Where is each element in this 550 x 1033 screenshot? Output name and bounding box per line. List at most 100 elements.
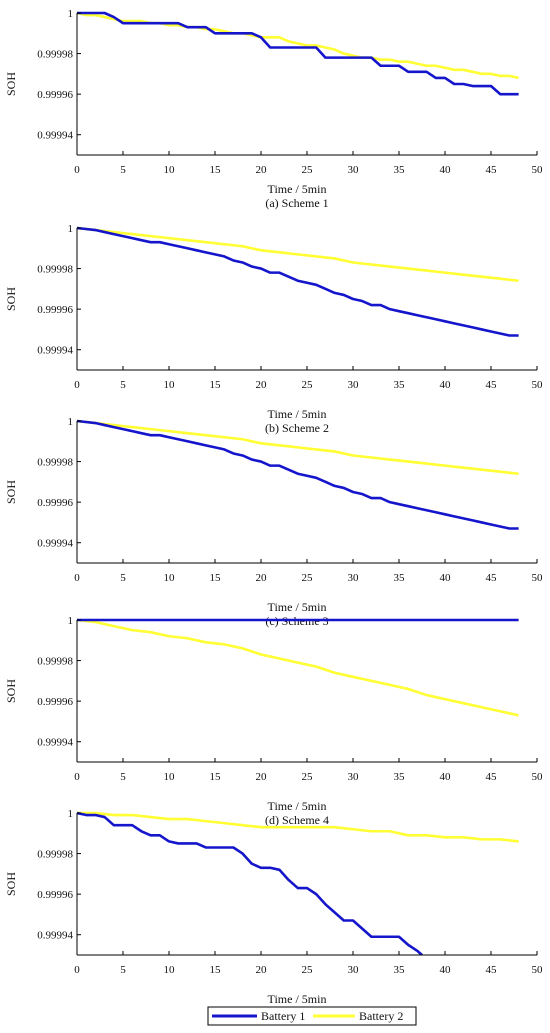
y-tick-label: 1: [68, 416, 74, 428]
x-tick-label: 20: [256, 771, 268, 783]
x-tick-label: 15: [210, 964, 222, 976]
x-tick-label: 10: [164, 379, 176, 391]
x-axis-label: Time / 5min: [268, 407, 327, 421]
x-tick-label: 40: [440, 771, 452, 783]
y-tick-label: 1: [68, 615, 74, 627]
y-tick-label: 1: [68, 808, 74, 820]
x-tick-label: 15: [210, 164, 222, 176]
x-tick-label: 0: [74, 964, 80, 976]
x-tick-label: 10: [164, 964, 176, 976]
x-tick-label: 0: [74, 572, 80, 584]
y-tick-label: 0.99996: [37, 304, 73, 316]
y-tick-label: 1: [68, 223, 74, 235]
series-line-battery-2: [77, 811, 519, 843]
x-tick-label: 45: [486, 164, 498, 176]
panel-caption: (b) Scheme 2: [265, 421, 329, 435]
y-tick-label: 0.99998: [37, 849, 73, 861]
x-tick-label: 45: [486, 572, 498, 584]
y-tick-label: 0.99994: [37, 737, 73, 749]
x-axis-label: Time / 5min: [268, 600, 327, 614]
x-tick-label: 5: [120, 379, 126, 391]
y-tick-label: 0.99994: [37, 345, 73, 357]
y-tick-label: 0.99994: [37, 930, 73, 942]
y-axis-label: SOH: [4, 679, 18, 703]
x-tick-label: 0: [74, 379, 80, 391]
x-tick-label: 10: [164, 572, 176, 584]
x-tick-label: 25: [302, 572, 314, 584]
y-tick-label: 0.99998: [37, 49, 73, 61]
x-tick-label: 45: [486, 964, 498, 976]
x-tick-label: 25: [302, 379, 314, 391]
x-tick-label: 40: [440, 572, 452, 584]
x-tick-label: 35: [394, 771, 406, 783]
x-tick-label: 30: [348, 771, 360, 783]
series-line-battery-1: [77, 419, 519, 530]
y-tick-label: 0.99998: [37, 457, 73, 469]
x-tick-label: 30: [348, 164, 360, 176]
chart-panel-5: 0 5 10 15 20 25 30 35 40 45 50 1 0.99998 0.99996 0.999…: [4, 808, 543, 1020]
x-tick-label: 45: [486, 771, 498, 783]
x-tick-label: 50: [532, 379, 544, 391]
x-tick-label: 40: [440, 964, 452, 976]
x-tick-label: 35: [394, 964, 406, 976]
x-tick-label: 35: [394, 379, 406, 391]
y-axis-label: SOH: [4, 872, 18, 896]
x-tick-label: 45: [486, 379, 498, 391]
y-axis-label: SOH: [4, 72, 18, 96]
x-tick-label: 10: [164, 164, 176, 176]
y-tick-label: 0.99998: [37, 264, 73, 276]
x-tick-label: 10: [164, 771, 176, 783]
series-line-battery-2: [77, 419, 519, 476]
x-tick-label: 20: [256, 964, 268, 976]
series-line-battery-2: [77, 618, 519, 717]
y-axis-label: SOH: [4, 480, 18, 504]
x-tick-label: 0: [74, 771, 80, 783]
y-tick-label: 0.99994: [37, 538, 73, 550]
x-tick-label: 50: [532, 964, 544, 976]
series-line-battery-1: [77, 226, 519, 337]
x-tick-label: 0: [74, 164, 80, 176]
x-tick-label: 40: [440, 164, 452, 176]
x-tick-label: 5: [120, 771, 126, 783]
x-axis-label: Time / 5min: [268, 182, 327, 196]
panel-caption: (d) Scheme 4: [265, 813, 329, 827]
x-tick-label: 50: [532, 771, 544, 783]
x-tick-label: 20: [256, 572, 268, 584]
x-tick-label: 30: [348, 572, 360, 584]
legend-box: [207, 1006, 417, 1026]
chart-panel-4: 0 5 10 15 20 25 30 35 40 45 50 1 0.99998 0.99996 0.999…: [4, 615, 543, 827]
chart-panel-1: 0 5 10 15 20 25 30 35 40 45 50 1 0.99998 0.99996 0.999…: [4, 8, 543, 210]
series-line-battery-1: [77, 11, 519, 96]
x-axis-label: Time / 5min: [268, 992, 327, 1006]
legend-label-battery-1: Battery 1: [261, 1009, 305, 1023]
y-tick-label: 0.99996: [37, 889, 73, 901]
x-tick-label: 25: [302, 771, 314, 783]
x-tick-label: 25: [302, 964, 314, 976]
x-tick-label: 15: [210, 771, 222, 783]
x-tick-label: 30: [348, 964, 360, 976]
x-tick-label: 25: [302, 164, 314, 176]
y-tick-label: 0.99996: [37, 89, 73, 101]
x-tick-label: 15: [210, 572, 222, 584]
x-tick-label: 5: [120, 964, 126, 976]
chart-panel-2: 0 5 10 15 20 25 30 35 40 45 50 1 0.99998 0.99996 0.999…: [4, 223, 543, 435]
y-tick-label: 1: [68, 8, 74, 20]
x-tick-label: 50: [532, 572, 544, 584]
x-tick-label: 15: [210, 379, 222, 391]
series-line-battery-2: [77, 226, 519, 283]
x-tick-label: 50: [532, 164, 544, 176]
y-tick-label: 0.99998: [37, 656, 73, 668]
x-axis-label: Time / 5min: [268, 799, 327, 813]
y-tick-label: 0.99996: [37, 497, 73, 509]
y-tick-label: 0.99994: [37, 130, 73, 142]
y-axis-label: SOH: [4, 287, 18, 311]
y-tick-label: 0.99996: [37, 696, 73, 708]
x-tick-label: 40: [440, 379, 452, 391]
chart-panels: 0 5 10 15 20 25 30 35 40 45 5010.999980.999960.999…: [4, 8, 543, 1020]
x-tick-label: 20: [256, 164, 268, 176]
x-tick-label: 5: [120, 164, 126, 176]
x-tick-label: 35: [394, 164, 406, 176]
x-tick-label: 35: [394, 572, 406, 584]
x-tick-label: 30: [348, 379, 360, 391]
